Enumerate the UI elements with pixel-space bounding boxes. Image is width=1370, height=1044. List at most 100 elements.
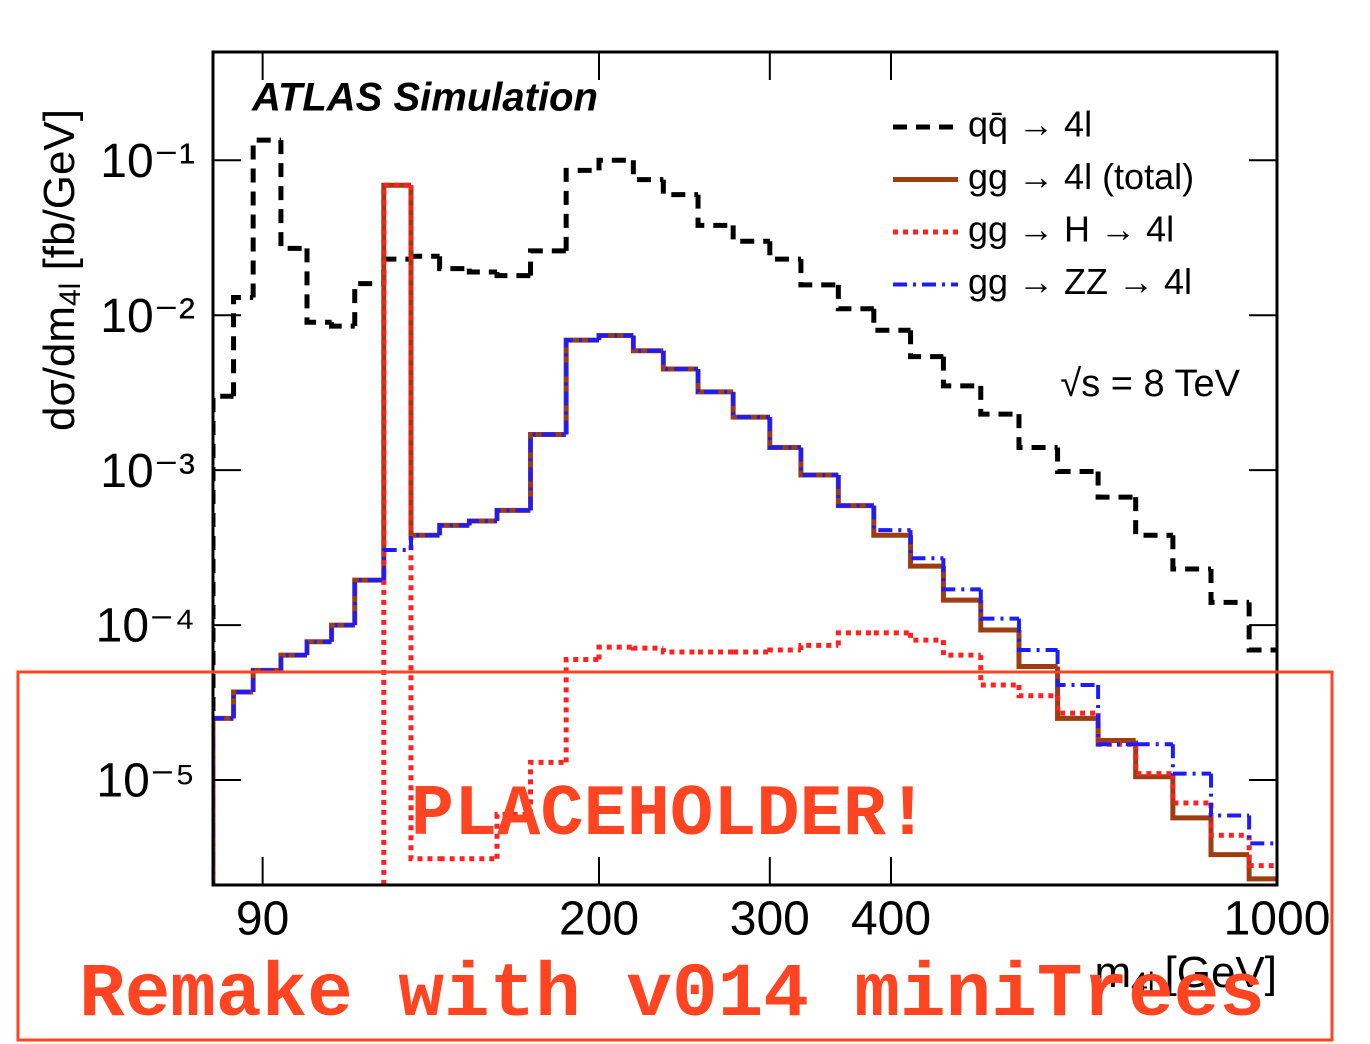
histogram-step [231, 689, 254, 719]
histogram-step [978, 589, 1019, 621]
histogram-step [798, 447, 839, 478]
histogram-step [596, 157, 634, 171]
x-tick-label: 200 [559, 893, 639, 946]
histogram-step [730, 225, 770, 244]
histogram-step [329, 622, 355, 642]
histogram-step [696, 368, 734, 394]
histogram-step [978, 655, 1019, 688]
y-tick-label: 10⁻⁵ [96, 755, 195, 808]
histogram-step [1133, 497, 1173, 538]
histogram-step [352, 578, 384, 626]
y-tick-label: 10⁻⁴ [96, 600, 195, 653]
y-axis-label: dσ/dm4l [fb/GeV] [35, 109, 87, 431]
histogram-step [563, 337, 600, 435]
histogram-step [329, 623, 355, 642]
histogram-step [798, 642, 839, 651]
y-label-unit: [fb/GeV] [35, 109, 84, 283]
histogram-step [278, 140, 308, 251]
histogram-step [1208, 817, 1250, 858]
histogram-step [767, 241, 801, 262]
histogram-step [767, 417, 801, 450]
histogram-step [660, 350, 699, 372]
histogram-step [1133, 740, 1173, 780]
legend: qq̄ → 4l gg → 4l (total) gg → H → 4l gg → Z… [893, 104, 1194, 302]
x-axis-label: m4l [GeV] [1094, 948, 1277, 1000]
histogram-step [630, 645, 664, 651]
histogram-step [871, 505, 911, 533]
histogram-step [213, 715, 234, 885]
histogram-step [940, 566, 981, 603]
histogram-step [940, 640, 981, 658]
histogram-step [1055, 447, 1099, 475]
y-label-sub: 4l [54, 283, 87, 306]
histogram-step [731, 391, 770, 420]
histogram-step [1247, 815, 1277, 846]
x-tick-label: 1000 [1224, 893, 1331, 946]
histogram-step [528, 248, 567, 276]
histogram-step [231, 689, 254, 719]
legend-label: gg → ZZ → 4l [968, 261, 1192, 302]
histogram-step [1246, 854, 1277, 882]
histogram-step [661, 350, 699, 371]
histogram-step [231, 295, 254, 397]
histogram-step [437, 256, 470, 272]
x-label-unit: [GeV] [1165, 948, 1278, 997]
x-tick-label: 300 [730, 893, 810, 946]
histogram-step [408, 253, 440, 260]
histogram-step [597, 333, 634, 341]
histogram-step [1208, 569, 1250, 605]
histogram-step [1170, 773, 1212, 806]
histogram-step [1095, 471, 1136, 500]
histogram-step [1170, 776, 1212, 821]
histogram-step [1016, 629, 1058, 670]
histogram-step [767, 417, 801, 451]
histogram-step [1055, 695, 1099, 716]
histogram-step [660, 648, 699, 655]
histogram-step [278, 652, 308, 671]
histogram-step [596, 644, 634, 660]
histogram-step [798, 259, 839, 288]
histogram-step [563, 656, 600, 763]
histogram-step [908, 330, 944, 360]
histogram-step [213, 716, 234, 885]
histogram-step [278, 653, 308, 671]
histogram-step [495, 508, 531, 521]
histogram-step [381, 182, 411, 885]
histogram-step [978, 385, 1019, 417]
legend-label: gg → 4l (total) [968, 156, 1194, 197]
histogram-step [871, 308, 911, 333]
x-label-sub: 4l [1131, 967, 1154, 1000]
histogram-step [251, 668, 281, 692]
histogram-step [528, 432, 567, 511]
histogram-step [631, 335, 664, 353]
histogram-step [908, 530, 944, 561]
histogram-step [1170, 744, 1212, 776]
histogram-step [695, 368, 734, 395]
histogram-step [978, 600, 1019, 633]
histogram-step [437, 523, 470, 536]
histogram-step [767, 647, 801, 653]
histogram-step [352, 577, 384, 626]
x-tick-label: 90 [236, 893, 289, 946]
histogram-step [467, 518, 498, 526]
histogram-step [660, 179, 699, 198]
histogram-step [528, 431, 567, 511]
histogram-step [329, 322, 355, 329]
histogram-step [630, 335, 664, 354]
histogram-step [695, 194, 734, 228]
placeholder-title: PLACEHOLDER! [411, 774, 929, 856]
histogram-step [494, 811, 531, 859]
histogram-step [563, 167, 600, 251]
histogram-step [528, 759, 567, 815]
histogram-step [940, 356, 981, 389]
histogram-step [381, 256, 411, 284]
annotation: ATLAS Simulation [251, 76, 598, 120]
histogram-step [1055, 650, 1099, 688]
histogram-step [730, 391, 770, 420]
histogram-step [304, 248, 332, 325]
histogram-step [836, 475, 874, 508]
histogram-step [494, 272, 531, 279]
histogram-step [1096, 685, 1136, 747]
histogram-step [835, 630, 874, 646]
plot-frame [211, 50, 1279, 887]
